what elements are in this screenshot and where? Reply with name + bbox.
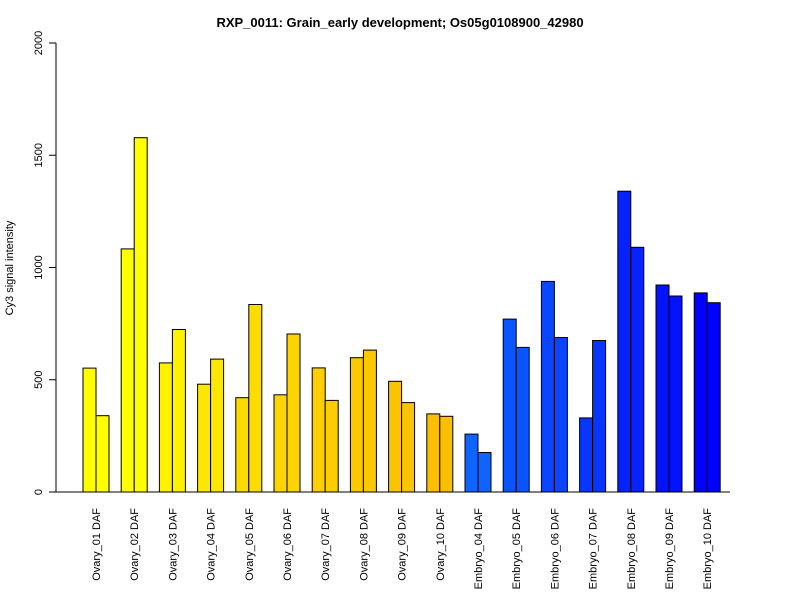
bar: [464, 433, 479, 493]
x-category-label: Embryo_08 DAF: [626, 508, 638, 590]
x-category-label: Ovary_02 DAF: [129, 508, 141, 581]
bar: [477, 452, 492, 493]
x-category-label: Embryo_07 DAF: [588, 508, 600, 590]
x-category-label: Embryo_09 DAF: [664, 508, 676, 590]
x-category-label: Embryo_05 DAF: [511, 508, 523, 590]
x-category-label: Embryo_06 DAF: [549, 508, 561, 590]
x-category-label: Ovary_04 DAF: [206, 508, 218, 581]
x-category-label: Ovary_09 DAF: [397, 508, 409, 581]
x-category-label: Ovary_05 DAF: [244, 508, 256, 581]
bar: [592, 340, 607, 493]
bar: [426, 413, 441, 493]
bar: [349, 357, 364, 493]
y-tick-label: 1000: [33, 255, 45, 279]
x-category-label: Ovary_06 DAF: [282, 508, 294, 581]
y-axis: 0 500 1000 1500 2000: [33, 31, 57, 495]
y-tick-label: 500: [33, 371, 45, 389]
bar: [362, 349, 377, 493]
bar: [311, 367, 326, 493]
bar: [540, 280, 555, 493]
bar: [579, 417, 594, 493]
bar: [235, 397, 250, 493]
x-category-label: Ovary_10 DAF: [435, 508, 447, 581]
bar: [273, 394, 288, 493]
bar: [401, 402, 416, 493]
bar: [630, 246, 645, 493]
bar: [655, 284, 670, 493]
bar: [171, 329, 186, 493]
bar: [120, 248, 135, 493]
bar: [617, 190, 632, 493]
bar: [197, 383, 212, 493]
bar: [388, 380, 403, 493]
category-labels: Ovary_01 DAF Ovary_02 DAF Ovary_03 DAF Ovar…: [91, 508, 714, 590]
bar: [706, 302, 721, 493]
x-category-label: Embryo_10 DAF: [702, 508, 714, 590]
x-category-label: Ovary_08 DAF: [358, 508, 370, 581]
bar: [324, 399, 339, 493]
x-category-label: Ovary_07 DAF: [320, 508, 332, 581]
chart-title: RXP_0011: Grain_early development; Os05g…: [216, 15, 583, 30]
bar: [439, 415, 454, 493]
bar: [693, 292, 708, 493]
bar: [210, 358, 225, 493]
bar: [668, 295, 683, 493]
x-category-label: Embryo_04 DAF: [473, 508, 485, 590]
bars-group: [82, 137, 721, 493]
x-category-label: Ovary_03 DAF: [167, 508, 179, 581]
bar: [95, 415, 110, 493]
y-tick-label: 2000: [33, 31, 45, 55]
y-axis-label: Cy3 signal intensity: [4, 220, 16, 315]
y-tick-label: 0: [33, 489, 45, 495]
bar: [133, 137, 148, 493]
bar: [515, 346, 530, 493]
y-tick-label: 1500: [33, 143, 45, 167]
bar: [553, 337, 568, 493]
bar: [82, 367, 97, 493]
x-category-label: Ovary_01 DAF: [91, 508, 103, 581]
bar: [248, 304, 263, 493]
bar: [502, 318, 517, 493]
bar: [286, 333, 301, 493]
bar: [158, 362, 173, 493]
